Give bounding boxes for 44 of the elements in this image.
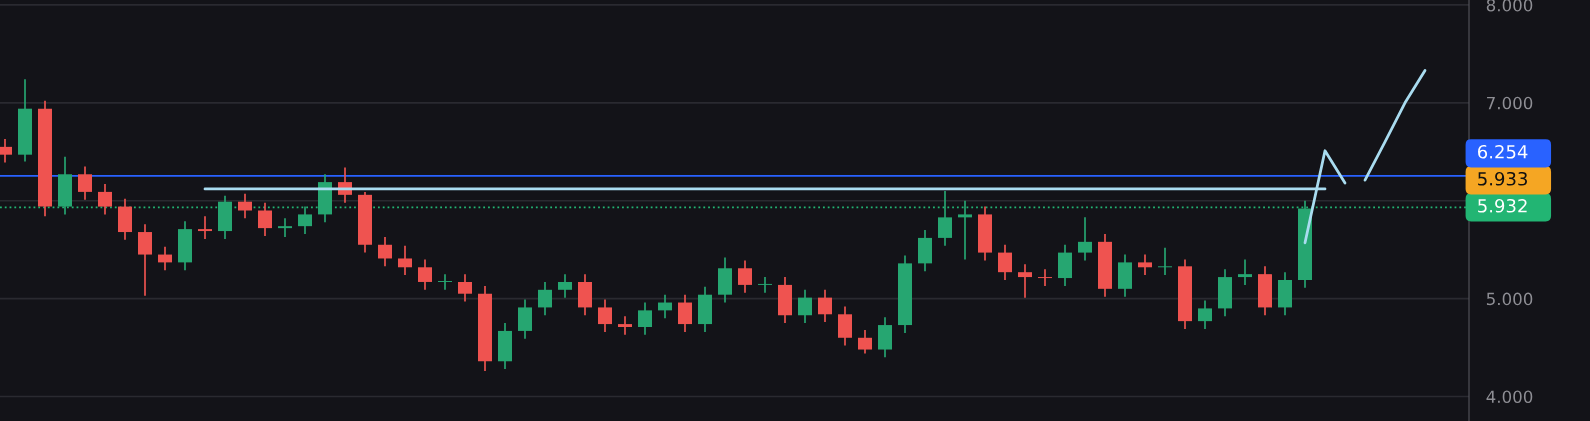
line-series xyxy=(1363,69,1427,182)
candlestick xyxy=(1158,246,1172,276)
candlestick xyxy=(798,288,812,324)
candlestick xyxy=(0,138,12,164)
y-tick-label: 5.000 xyxy=(1486,292,1533,306)
candlestick xyxy=(278,217,292,238)
candlestick xyxy=(458,273,472,303)
candlestick xyxy=(938,190,952,247)
candlestick xyxy=(198,215,212,240)
candlestick xyxy=(1018,263,1032,299)
candlestick xyxy=(598,298,612,333)
candlestick xyxy=(78,165,92,201)
y-tick-label: 4.000 xyxy=(1486,390,1533,404)
candlestick xyxy=(958,199,972,261)
candlestick xyxy=(518,298,532,340)
candlestick xyxy=(1038,268,1052,287)
candlestick xyxy=(738,259,752,294)
candlestick xyxy=(618,315,632,336)
candlestick xyxy=(678,293,692,333)
candlestick xyxy=(818,288,832,323)
candlestick xyxy=(998,243,1012,281)
candlestick xyxy=(418,258,432,291)
candlestick xyxy=(438,273,452,291)
candlestick xyxy=(758,276,772,294)
candlestick xyxy=(298,205,312,235)
candlestick xyxy=(398,244,412,276)
candlestick xyxy=(1238,258,1252,286)
candlestick xyxy=(838,305,852,347)
candlestick xyxy=(258,201,272,237)
ref-line-label: 6.254 xyxy=(1478,144,1528,159)
candlestick xyxy=(1198,299,1212,330)
candlestick xyxy=(858,329,872,355)
candlestick xyxy=(138,223,152,297)
y-tick-label: 7.000 xyxy=(1487,96,1533,110)
candlestick xyxy=(558,273,572,299)
candlestick xyxy=(98,183,112,216)
ref-line-label: 5.932 xyxy=(1478,198,1527,213)
candlestick xyxy=(638,301,652,336)
candlestick xyxy=(1078,216,1092,262)
candlestick xyxy=(1138,253,1152,276)
candlestick xyxy=(378,236,392,268)
candlestick xyxy=(238,193,252,220)
text: 5.933 xyxy=(1478,171,1527,186)
candlestick xyxy=(538,281,552,317)
